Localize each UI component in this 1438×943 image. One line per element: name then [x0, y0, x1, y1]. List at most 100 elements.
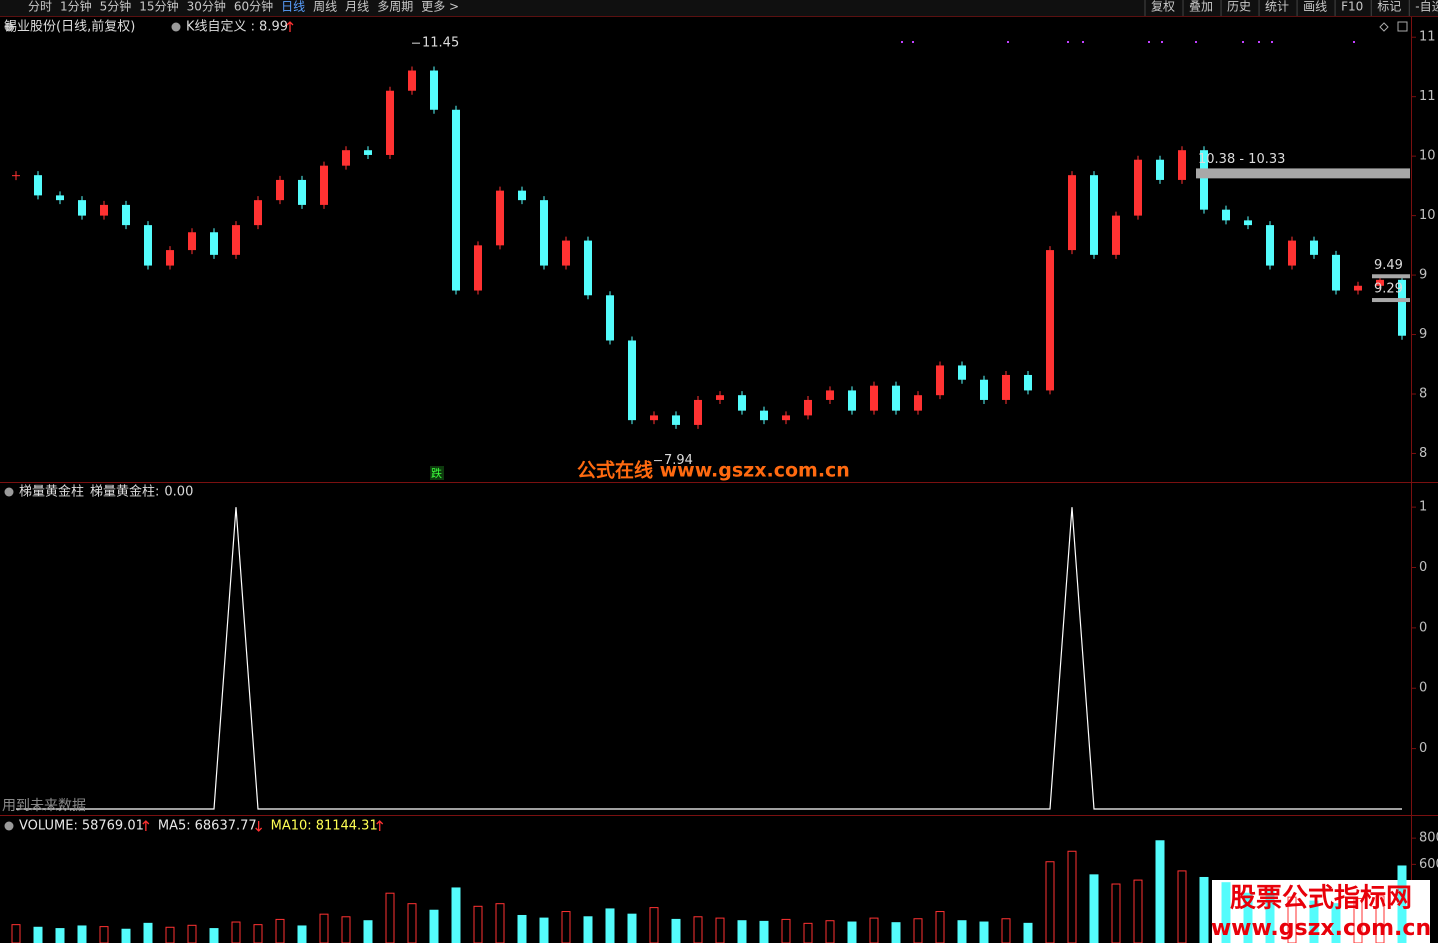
- volume-bar: [121, 928, 131, 943]
- candle: [1156, 159, 1164, 180]
- indicator-name: K线自定义 :: [186, 20, 255, 35]
- volume-bar: [847, 921, 857, 943]
- volume-bar: [913, 918, 923, 943]
- panel-title: 梯量黄金柱: [19, 484, 84, 500]
- price-level: [1372, 298, 1410, 303]
- candle: [474, 245, 482, 291]
- candle: [980, 379, 988, 400]
- volume-bar: [605, 908, 615, 943]
- period-tab[interactable]: 1分钟: [60, 0, 92, 14]
- volume-bar: [1353, 897, 1363, 943]
- candle: [1288, 240, 1296, 266]
- candle: [1266, 225, 1274, 266]
- candle: [1134, 159, 1142, 216]
- volume-bar: [1133, 879, 1143, 943]
- volume-bar: [1309, 900, 1319, 943]
- badge-name: 股票公式指标网: [1230, 884, 1412, 914]
- tool-button[interactable]: 历史: [1227, 0, 1251, 14]
- volume-bar: [451, 887, 461, 943]
- volume-bar: [165, 926, 175, 943]
- tool-button[interactable]: 统计: [1265, 0, 1289, 14]
- volume-bar: [1243, 892, 1253, 943]
- candle: [1244, 220, 1252, 226]
- volume-bar: [627, 913, 637, 943]
- y-tick-label: 9: [1419, 327, 1427, 342]
- candle: [364, 150, 372, 155]
- candle: [1024, 374, 1032, 391]
- warning-note: 用到未来数据: [2, 798, 86, 814]
- volume-bar: [957, 920, 967, 943]
- volume-bar: [209, 928, 219, 943]
- volume-bar: [1287, 896, 1297, 943]
- price-level: [1196, 168, 1410, 179]
- candle: [166, 250, 174, 266]
- candle: [584, 240, 592, 296]
- candle: [408, 70, 416, 91]
- candle: [1178, 150, 1186, 180]
- period-tab[interactable]: 更多 >: [421, 0, 459, 14]
- candle: [606, 295, 614, 341]
- indicator-value: 0.00: [164, 485, 193, 500]
- tool-button[interactable]: 画线: [1303, 0, 1327, 14]
- tool-button[interactable]: 标记: [1377, 0, 1401, 14]
- level-label: 10.38 - 10.33: [1198, 152, 1285, 167]
- candle: [782, 415, 790, 421]
- candle: [342, 150, 350, 166]
- candle: [56, 195, 64, 201]
- volume-bar: [803, 922, 813, 943]
- candle: [716, 395, 724, 400]
- volume-bar: [583, 916, 593, 943]
- y-tick-label: 0: [1419, 560, 1427, 575]
- candle: [562, 240, 570, 266]
- price-annotation: 11.45: [422, 36, 459, 51]
- y-tick-label: 11: [1419, 30, 1436, 45]
- period-tab[interactable]: 5分钟: [100, 0, 132, 14]
- period-tab[interactable]: 60分钟: [234, 0, 273, 14]
- volume-bar: [363, 920, 373, 943]
- period-tab[interactable]: 分时: [28, 0, 52, 14]
- y-tick-label: 600: [1419, 857, 1438, 872]
- candle: [78, 200, 86, 216]
- period-tab[interactable]: 月线: [345, 0, 369, 14]
- volume-bar: [759, 920, 769, 943]
- y-tick-label: 0: [1419, 620, 1427, 635]
- tool-button[interactable]: 叠加: [1189, 0, 1213, 14]
- candle: [804, 399, 812, 416]
- candle: [694, 399, 702, 425]
- candle: [452, 109, 460, 291]
- candle: [650, 415, 658, 421]
- indicator-value: 8.99: [259, 20, 288, 35]
- y-tick-label: 8: [1419, 446, 1427, 461]
- candle: [34, 175, 42, 196]
- volume-bar: [1023, 922, 1033, 943]
- candle: [276, 179, 284, 201]
- candle: [254, 200, 262, 226]
- volume-bar: [1001, 918, 1011, 943]
- period-tab[interactable]: 多周期: [377, 0, 413, 14]
- tool-button[interactable]: 复权: [1151, 0, 1175, 14]
- candle: [1222, 209, 1230, 221]
- tool-button[interactable]: F10: [1341, 0, 1363, 14]
- candle: [1002, 374, 1010, 400]
- volume-bar: [143, 922, 153, 943]
- candle: [298, 179, 306, 205]
- volume-bar: [341, 916, 351, 943]
- volume-bar: [1221, 882, 1231, 943]
- candle: [628, 340, 636, 421]
- volume-bar: [561, 911, 571, 943]
- period-tab[interactable]: 15分钟: [139, 0, 178, 14]
- volume-bar: [693, 916, 703, 943]
- candle: [1354, 285, 1362, 291]
- trend-arrow: [142, 820, 150, 831]
- candle: [430, 70, 438, 110]
- y-tick-label: 10: [1419, 208, 1436, 223]
- period-tab[interactable]: 30分钟: [187, 0, 226, 14]
- candle: [1090, 175, 1098, 255]
- tool-button[interactable]: -自选: [1415, 0, 1438, 14]
- period-tab[interactable]: 周线: [313, 0, 337, 14]
- indicator-line: [16, 507, 1402, 810]
- period-tab[interactable]: 日线: [281, 0, 305, 14]
- candle: [1112, 215, 1120, 255]
